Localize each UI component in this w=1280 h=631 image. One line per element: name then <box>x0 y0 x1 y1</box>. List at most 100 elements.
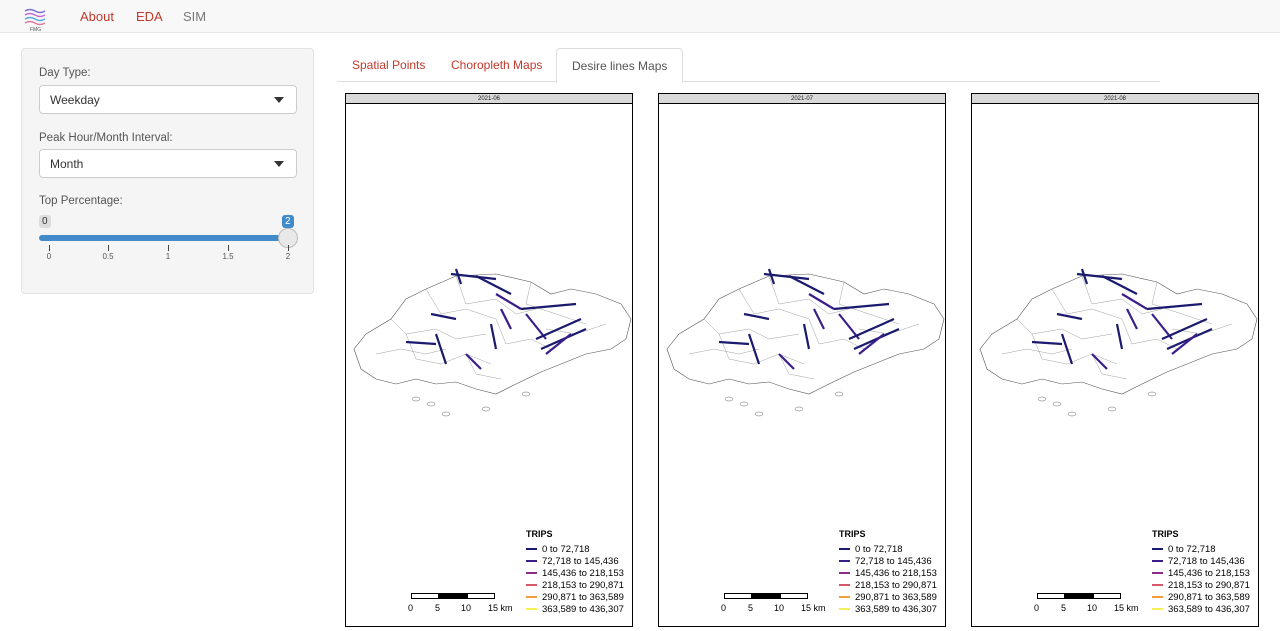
legend-label: 145,436 to 218,153 <box>855 568 937 579</box>
island-outline <box>794 406 804 412</box>
zone-boundary <box>495 318 552 350</box>
legend-label: 0 to 72,718 <box>855 544 903 555</box>
legend-label: 218,153 to 290,871 <box>1168 580 1250 591</box>
legend-label: 72,718 to 145,436 <box>1168 556 1245 567</box>
legend-label: 363,589 to 436,307 <box>542 604 624 615</box>
desire-line <box>434 333 448 365</box>
island-outline <box>739 401 749 407</box>
nav-about[interactable]: About <box>80 9 114 24</box>
legend-swatch <box>1152 572 1163 575</box>
desire-line <box>405 340 437 346</box>
desire-line <box>454 268 463 285</box>
zone-boundary <box>688 348 760 355</box>
nav-eda[interactable]: EDA <box>136 9 163 24</box>
desire-line <box>1161 317 1208 341</box>
desire-line <box>1101 275 1138 295</box>
map-panel-2021-06: 2021-06 TRIPS 0 to 72,718 72,718 to 145,43… <box>345 93 633 627</box>
scale-segment <box>1093 593 1121 599</box>
legend-swatch <box>839 596 850 599</box>
zone-boundary <box>1031 333 1118 365</box>
island-outline <box>1052 401 1062 407</box>
desire-line <box>430 312 457 321</box>
desire-line <box>465 353 482 370</box>
top-pct-label: Top Percentage: <box>39 195 123 207</box>
zone-boundary <box>405 333 492 365</box>
legend-swatch <box>526 584 537 587</box>
trips-legend: TRIPS 0 to 72,718 72,718 to 145,436 145,436… <box>839 529 937 616</box>
slider-tick-label: 0.5 <box>102 252 114 261</box>
zone-boundary <box>375 348 447 355</box>
scale-segment <box>752 593 780 599</box>
legend-swatch <box>1152 584 1163 587</box>
legend-label: 218,153 to 290,871 <box>542 580 624 591</box>
scale-label: 0 <box>408 603 414 613</box>
slider-track[interactable] <box>39 235 289 241</box>
interval-select[interactable]: Month <box>39 149 297 178</box>
legend-item: 218,153 to 290,871 <box>1152 580 1250 592</box>
legend-item: 145,436 to 218,153 <box>1152 568 1250 580</box>
legend-item: 363,589 to 436,307 <box>526 604 624 616</box>
legend-item: 0 to 72,718 <box>839 544 937 556</box>
slider-value-badge: 2 <box>282 215 294 228</box>
slider-tick-label: 2 <box>285 252 291 261</box>
legend-label: 363,589 to 436,307 <box>855 604 937 615</box>
scale-bar: 0 5 10 15 km <box>721 593 831 618</box>
scale-segment <box>780 593 808 599</box>
day-type-select[interactable]: Weekday <box>39 85 297 114</box>
legend-title: TRIPS <box>839 529 866 539</box>
interval-value: Month <box>50 157 84 171</box>
legend-label: 145,436 to 218,153 <box>1168 568 1250 579</box>
desire-line <box>1056 312 1083 321</box>
legend-label: 290,871 to 363,589 <box>855 592 937 603</box>
desire-line <box>858 333 885 355</box>
slider-tick <box>49 245 50 251</box>
legend-label: 290,871 to 363,589 <box>542 592 624 603</box>
coastline-outline <box>979 273 1258 395</box>
tab-choropleth-maps[interactable]: Choropleth Maps <box>451 58 543 72</box>
zone-boundary <box>1001 348 1073 355</box>
legend-swatch <box>839 548 850 551</box>
desire-line <box>1115 323 1124 350</box>
desire-line <box>495 293 522 310</box>
legend-item: 363,589 to 436,307 <box>1152 604 1250 616</box>
desire-line <box>767 268 776 285</box>
zone-boundary <box>768 275 850 315</box>
slider-tick <box>228 245 229 251</box>
island-outline <box>1147 391 1157 397</box>
nav-sim[interactable]: SIM <box>183 9 207 24</box>
coastline-outline <box>353 273 632 395</box>
sidebar-panel: Day Type: Weekday Peak Hour/Month Interv… <box>21 48 314 294</box>
map-panel-2021-07: 2021-07 TRIPS 0 to 72,718 72,718 to 145,43… <box>658 93 946 627</box>
zone-boundary <box>808 318 865 350</box>
zone-boundary <box>525 281 587 325</box>
slider-tick-label: 0 <box>46 252 52 261</box>
scale-label: 0 <box>721 603 727 613</box>
zone-boundary <box>455 275 537 315</box>
slider-min-badge: 0 <box>39 215 51 228</box>
legend-swatch <box>839 572 850 575</box>
slider-tick-label: 1 <box>165 252 171 261</box>
legend-swatch <box>839 608 850 611</box>
legend-swatch <box>526 560 537 563</box>
zone-boundary <box>1081 275 1163 315</box>
legend-swatch <box>1152 608 1163 611</box>
tab-spatial-points[interactable]: Spatial Points <box>352 58 426 72</box>
legend-item: 290,871 to 363,589 <box>1152 592 1250 604</box>
legend-item: 363,589 to 436,307 <box>839 604 937 616</box>
scale-label: 10 <box>1087 603 1098 613</box>
tab-desire-lines-maps[interactable]: Desire lines Maps <box>556 48 684 83</box>
zone-boundary <box>390 318 487 340</box>
map-tabs: Spatial Points Choropleth Maps Desire li… <box>337 48 1160 83</box>
legend-item: 72,718 to 145,436 <box>1152 556 1250 568</box>
waves-logo-icon[interactable]: FMG <box>22 6 48 32</box>
island-outline <box>834 391 844 397</box>
scale-segment <box>467 593 495 599</box>
top-pct-slider[interactable]: 0 2 0 0.5 1 1.5 2 <box>39 215 298 275</box>
legend-swatch <box>526 608 537 611</box>
island-outline <box>441 411 451 417</box>
scale-label: 15 km <box>801 603 826 613</box>
desire-line <box>500 308 512 330</box>
legend-swatch <box>526 572 537 575</box>
island-outline <box>1037 396 1047 402</box>
scale-label: 5 <box>1061 603 1067 613</box>
